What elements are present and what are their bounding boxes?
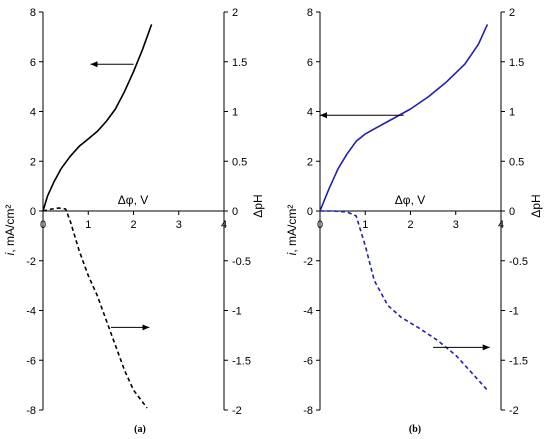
current-density-line <box>42 24 153 212</box>
y-left-tick-label: -4 <box>303 306 313 318</box>
y-left-tick-label: -6 <box>26 355 36 367</box>
panel-label: (a) <box>134 424 146 435</box>
y-right-tick-label: 0 <box>509 206 515 218</box>
x-tick-label: 2 <box>130 219 136 231</box>
x-tick-label: 4 <box>498 219 504 231</box>
y-right-tick-label: -2 <box>232 405 242 417</box>
y-right-axis-title: ΔpH <box>251 194 265 217</box>
y-left-tick-label: 8 <box>30 7 36 19</box>
y-right-tick-label: -0.5 <box>509 256 528 268</box>
y-right-tick-label: -1 <box>509 306 519 318</box>
y-left-tick-label: -2 <box>26 256 36 268</box>
x-tick-label: 4 <box>221 219 227 231</box>
y-left-tick-label: 2 <box>307 156 313 168</box>
y-right-tick-label: -1.5 <box>232 355 251 367</box>
y-right-tick-label: -1 <box>232 306 242 318</box>
y-right-tick-label: -1.5 <box>509 355 528 367</box>
y-left-tick-label: -8 <box>26 405 36 417</box>
y-left-tick-label: 0 <box>307 206 313 218</box>
y-left-tick-label: 4 <box>307 107 313 119</box>
x-tick-label: 2 <box>407 219 413 231</box>
chart-panel-1: -8 -6 -4 -2 0 2 4 6 8 -2 -1.5 -1 -0.5 0 0.5 1 1.5 2 0 1 2 3 4 Δ… <box>3 7 265 435</box>
y-left-tick-label: -6 <box>303 355 313 367</box>
y-right-tick-label: 1.5 <box>232 57 247 69</box>
y-left-tick-label: 6 <box>30 57 36 69</box>
y-right-tick-label: 0 <box>232 206 238 218</box>
y-right-tick-label: -0.5 <box>232 256 251 268</box>
x-tick-label: 3 <box>176 219 182 231</box>
y-right-tick-label: 0.5 <box>509 156 524 168</box>
x-tick-label: 0 <box>317 219 323 231</box>
x-axis-title: Δφ, V <box>395 193 425 207</box>
y-left-axis-title: i, mA/cm² <box>3 205 17 256</box>
y-right-tick-label: 0.5 <box>232 156 247 168</box>
current-density-line <box>319 24 489 212</box>
y-left-tick-label: 2 <box>30 156 36 168</box>
y-right-axis-title: ΔpH <box>529 194 543 217</box>
y-left-tick-label: 0 <box>30 206 36 218</box>
y-left-tick-label: -8 <box>303 405 313 417</box>
y-right-tick-label: 1 <box>509 107 515 119</box>
chart-panel-2: -8 -6 -4 -2 0 2 4 6 8 -2 -1.5 -1 -0.5 0 0.5 1 1.5 2 0 1 2 3 4 Δ… <box>285 7 543 435</box>
y-right-tick-label: 2 <box>509 7 515 19</box>
y-left-tick-label: 6 <box>307 57 313 69</box>
x-axis-title: Δφ, V <box>118 193 148 207</box>
y-left-tick-label: -4 <box>26 306 36 318</box>
y-left-axis-title: i, mA/cm² <box>285 205 299 256</box>
delta-ph-line <box>42 207 148 409</box>
y-right-tick-label: 1 <box>232 107 238 119</box>
delta-ph-line <box>320 210 488 391</box>
x-tick-label: 3 <box>453 219 459 231</box>
x-tick-label: 1 <box>85 219 91 231</box>
y-right-tick-label: 2 <box>232 7 238 19</box>
y-left-tick-label: 4 <box>30 107 36 119</box>
y-left-tick-label: -2 <box>303 256 313 268</box>
x-tick-label: 1 <box>362 219 368 231</box>
x-tick-label: 0 <box>40 219 46 231</box>
panel-label: (b) <box>409 424 421 435</box>
y-left-tick-label: 8 <box>307 7 313 19</box>
y-right-tick-label: 1.5 <box>509 57 524 69</box>
y-right-tick-label: -2 <box>509 405 519 417</box>
